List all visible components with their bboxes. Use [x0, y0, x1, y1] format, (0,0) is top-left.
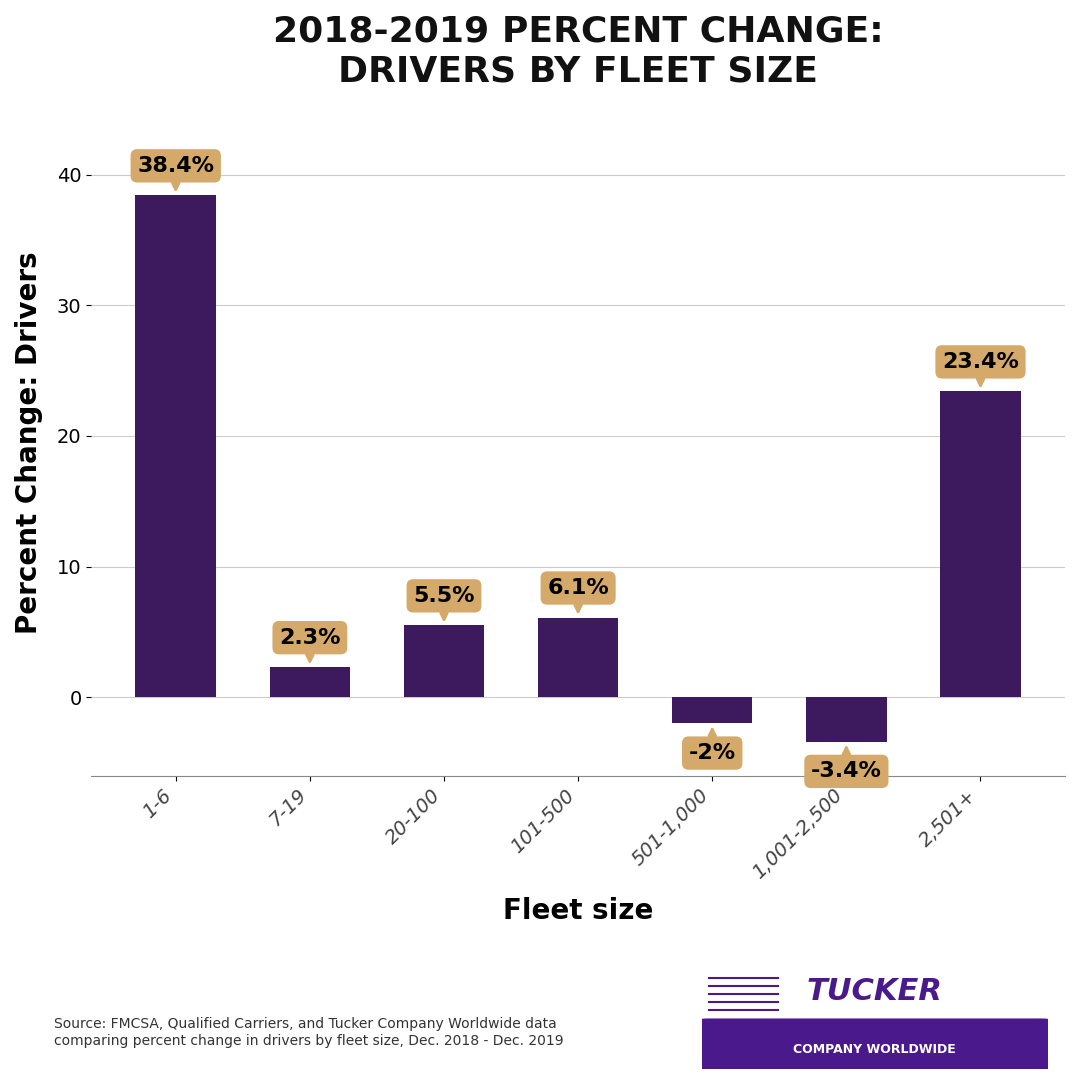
- Y-axis label: Percent Change: Drivers: Percent Change: Drivers: [15, 252, 43, 634]
- X-axis label: Fleet size: Fleet size: [503, 896, 653, 924]
- Bar: [135, 195, 216, 698]
- Text: COMPANY WORLDWIDE: COMPANY WORLDWIDE: [794, 1043, 956, 1056]
- Text: -2%: -2%: [689, 729, 735, 764]
- Bar: [941, 391, 1021, 698]
- Text: 38.4%: 38.4%: [137, 156, 214, 190]
- Bar: [538, 618, 619, 698]
- Text: Source: FMCSA, Qualified Carriers, and Tucker Company Worldwide data
comparing p: Source: FMCSA, Qualified Carriers, and T…: [54, 1017, 564, 1048]
- Text: TUCKER: TUCKER: [807, 977, 943, 1005]
- Text: 6.1%: 6.1%: [548, 578, 609, 611]
- Bar: [672, 698, 753, 724]
- Bar: [270, 667, 350, 698]
- Text: -3.4%: -3.4%: [811, 747, 881, 782]
- Bar: [806, 698, 887, 742]
- Bar: [404, 625, 484, 698]
- FancyBboxPatch shape: [691, 1018, 1058, 1075]
- Text: 5.5%: 5.5%: [414, 585, 475, 620]
- Text: 2.3%: 2.3%: [279, 627, 340, 661]
- Title: 2018-2019 PERCENT CHANGE:
DRIVERS BY FLEET SIZE: 2018-2019 PERCENT CHANGE: DRIVERS BY FLE…: [273, 15, 883, 89]
- Text: 23.4%: 23.4%: [942, 352, 1018, 386]
